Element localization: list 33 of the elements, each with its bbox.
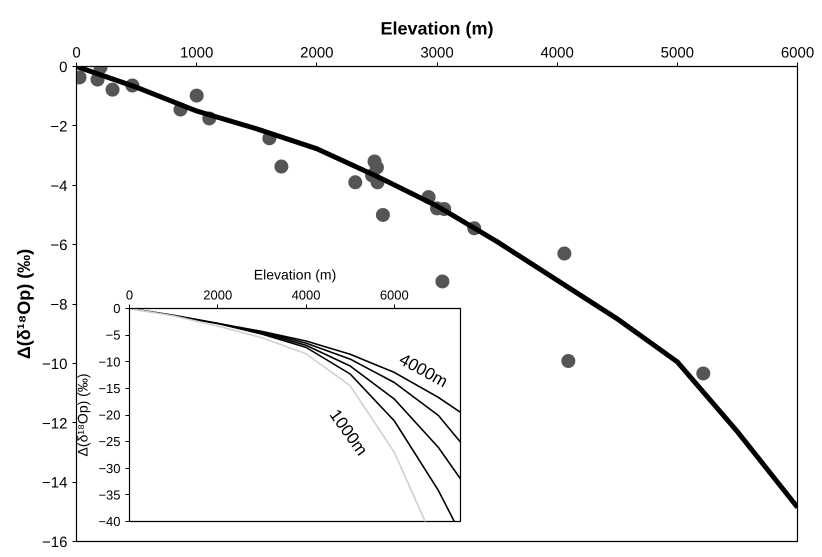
y-tick-label: −8 — [50, 296, 68, 314]
x-tick-label: 6000 — [380, 288, 409, 302]
y-tick-label: −6 — [50, 237, 68, 254]
y-axis-title: Δ(δ¹⁸Op) (‰) — [74, 374, 90, 456]
y-tick-label: 0 — [59, 59, 68, 76]
x-tick-label: 6000 — [780, 44, 814, 62]
y-tick-label: −5 — [106, 328, 121, 343]
x-tick-label: 4000 — [540, 44, 574, 62]
x-axis-title: Elevation (m) — [380, 18, 494, 38]
y-tick-label: −12 — [42, 415, 68, 432]
x-tick-label: 2000 — [203, 288, 232, 302]
y-tick-label: 0 — [113, 301, 121, 316]
y-tick-label: −40 — [98, 514, 121, 529]
y-tick-label: −4 — [50, 178, 68, 195]
y-tick-label: −2 — [50, 118, 68, 136]
x-tick-label: 5000 — [660, 44, 694, 62]
x-tick-label: 0 — [126, 288, 134, 302]
y-tick-label: −10 — [42, 356, 68, 373]
y-axis-title: Δ(δ¹⁸Op) (‰) — [14, 248, 34, 360]
y-tick-label: −25 — [98, 434, 121, 450]
x-axis-title: Elevation (m) — [254, 266, 336, 282]
y-tick-label: −35 — [98, 487, 121, 502]
y-tick-label: −15 — [98, 380, 121, 396]
y-tick-label: −14 — [42, 474, 68, 492]
x-tick-label: 2000 — [300, 44, 334, 62]
x-tick-label: 1000 — [180, 44, 214, 62]
y-tick-label: −10 — [98, 354, 121, 370]
y-tick-label: −16 — [42, 534, 68, 551]
y-tick-label: −30 — [98, 460, 121, 476]
x-tick-label: 3000 — [420, 44, 454, 62]
x-tick-label: 0 — [72, 44, 81, 62]
y-tick-label: −20 — [98, 408, 121, 422]
x-tick-label: 4000 — [292, 288, 320, 302]
